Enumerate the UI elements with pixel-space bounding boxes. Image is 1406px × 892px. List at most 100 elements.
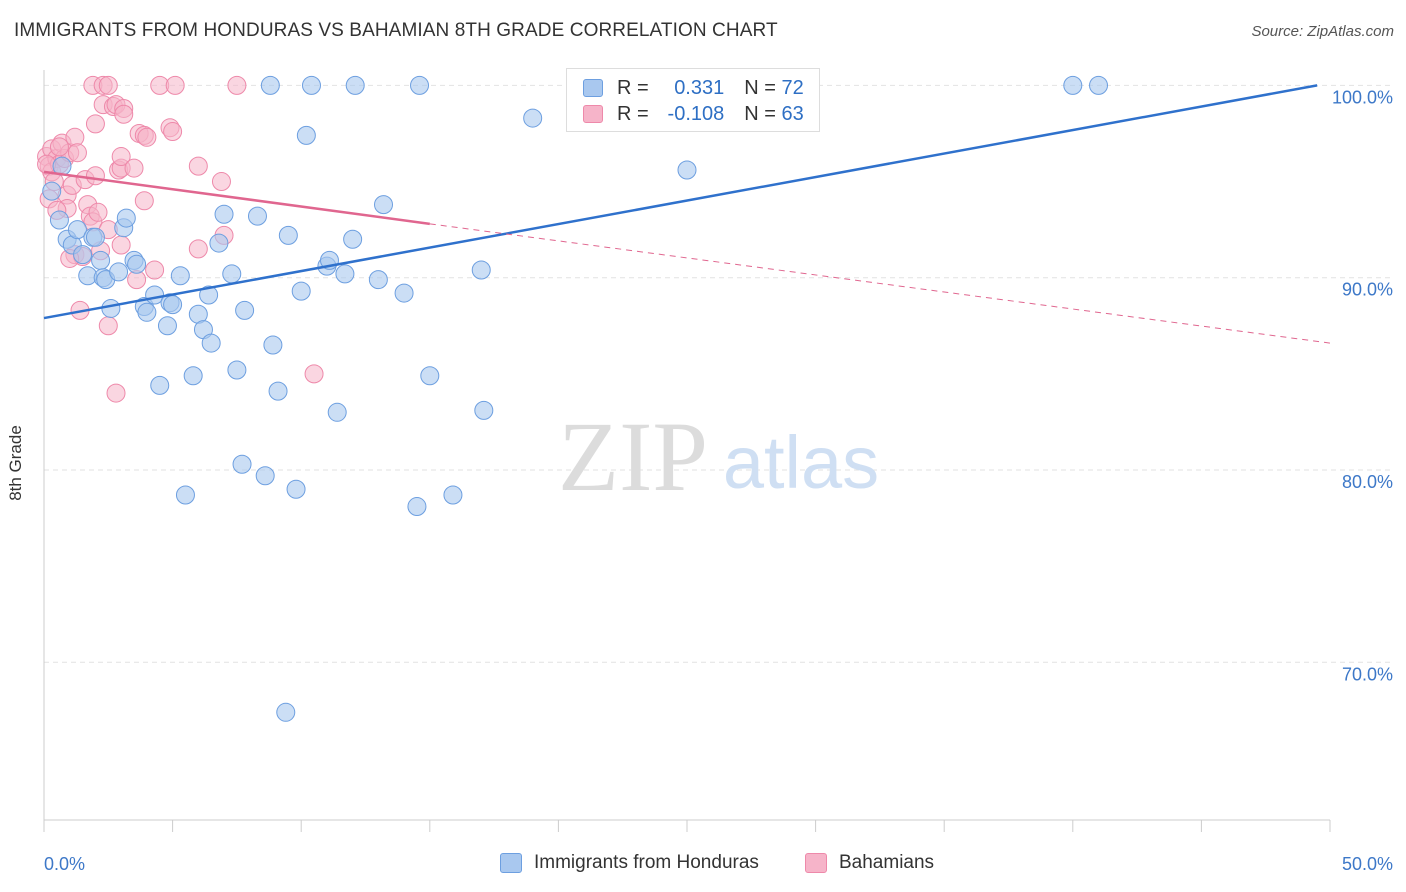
honduras-point bbox=[268, 381, 288, 401]
bahamians-point bbox=[106, 383, 126, 403]
legend-label-honduras: Immigrants from Honduras bbox=[534, 852, 759, 873]
honduras-point bbox=[42, 181, 62, 201]
honduras-point bbox=[1089, 75, 1109, 95]
trend-lines bbox=[43, 84, 1331, 344]
honduras-point bbox=[127, 254, 147, 274]
honduras-point bbox=[443, 485, 463, 505]
bahamians-point bbox=[111, 235, 131, 255]
bahamians-point bbox=[145, 260, 165, 280]
bahamians-point bbox=[111, 147, 131, 167]
bahamians-point bbox=[304, 364, 324, 384]
honduras-point bbox=[474, 400, 494, 420]
legend-swatch-pink bbox=[805, 853, 827, 873]
honduras-point bbox=[301, 75, 321, 95]
honduras-point bbox=[227, 360, 247, 380]
watermark: ZIP atlas bbox=[558, 401, 879, 512]
honduras-point bbox=[677, 160, 697, 180]
source-label: Source: ZipAtlas.com bbox=[1251, 23, 1394, 40]
honduras-point bbox=[345, 75, 365, 95]
n-label: N = bbox=[744, 103, 782, 125]
bahamians-point bbox=[88, 202, 108, 222]
honduras-point bbox=[247, 206, 267, 226]
honduras-point bbox=[137, 302, 157, 322]
honduras-point bbox=[109, 262, 129, 282]
honduras-point bbox=[201, 333, 221, 353]
honduras-point bbox=[67, 220, 87, 240]
honduras-point bbox=[394, 283, 414, 303]
bahamians-point bbox=[188, 239, 208, 259]
honduras-point bbox=[232, 454, 252, 474]
bahamians-trend-line bbox=[43, 170, 430, 226]
legend-swatch-blue bbox=[583, 79, 603, 97]
r-label: R = bbox=[617, 77, 655, 99]
bahamians-point bbox=[188, 156, 208, 176]
watermark-atlas: atlas bbox=[723, 421, 879, 504]
honduras-point bbox=[116, 208, 136, 228]
honduras-point bbox=[157, 316, 177, 336]
honduras-point bbox=[170, 266, 190, 286]
bahamians-point bbox=[163, 122, 183, 142]
honduras-point bbox=[199, 285, 219, 305]
r-value: 0.331 bbox=[674, 77, 725, 99]
legend-swatch-blue bbox=[500, 853, 522, 873]
honduras-point bbox=[101, 298, 121, 318]
honduras-point bbox=[255, 466, 275, 486]
n-label: N = bbox=[744, 77, 782, 99]
bahamians-point bbox=[211, 172, 231, 192]
honduras-point bbox=[368, 270, 388, 290]
honduras-point bbox=[523, 108, 543, 128]
honduras-point bbox=[85, 227, 105, 247]
honduras-point bbox=[222, 264, 242, 284]
y-axis-title: 8th Grade bbox=[6, 425, 25, 501]
n-value: 63 bbox=[781, 103, 804, 125]
honduras-point bbox=[209, 233, 229, 253]
y-tick-label: 70.0% bbox=[1342, 664, 1393, 684]
watermark-zip: ZIP bbox=[558, 401, 708, 512]
honduras-point bbox=[263, 335, 283, 355]
y-tick-label: 90.0% bbox=[1342, 280, 1393, 300]
honduras-point bbox=[214, 204, 234, 224]
honduras-point bbox=[296, 125, 316, 145]
honduras-point bbox=[73, 245, 93, 265]
honduras-point bbox=[276, 702, 296, 722]
honduras-point bbox=[260, 75, 280, 95]
honduras-point bbox=[327, 402, 347, 422]
r-label: R = bbox=[617, 103, 655, 125]
honduras-point bbox=[471, 260, 491, 280]
n-value: 72 bbox=[781, 77, 804, 99]
honduras-point bbox=[1063, 75, 1083, 95]
honduras-point bbox=[420, 366, 440, 386]
tick-labels: 70.0% 80.0% 90.0% 100.0% 0.0% 50.0% bbox=[44, 87, 1393, 874]
x-tick-label-max: 50.0% bbox=[1342, 854, 1393, 874]
honduras-point bbox=[343, 229, 363, 249]
bahamians-point bbox=[114, 104, 134, 124]
honduras-point bbox=[235, 300, 255, 320]
honduras-point bbox=[91, 250, 111, 270]
bahamians-point bbox=[137, 127, 157, 147]
bahamians-point bbox=[98, 75, 118, 95]
honduras-point bbox=[49, 210, 69, 230]
axes bbox=[43, 70, 1331, 832]
honduras-point bbox=[291, 281, 311, 301]
bahamians-point bbox=[49, 137, 69, 157]
honduras-point bbox=[183, 366, 203, 386]
legend-text-honduras: R = 0.331 N = 72 bbox=[617, 77, 804, 100]
legend-swatch-pink bbox=[583, 105, 603, 123]
gridlines bbox=[44, 84, 1394, 663]
bahamians-point bbox=[134, 191, 154, 211]
bahamians-point bbox=[124, 158, 144, 178]
honduras-point bbox=[407, 497, 427, 517]
y-tick-label: 100.0% bbox=[1332, 87, 1393, 107]
honduras-point bbox=[335, 264, 355, 284]
honduras-point bbox=[150, 375, 170, 395]
honduras-point bbox=[286, 479, 306, 499]
honduras-point bbox=[374, 195, 394, 215]
honduras-point bbox=[175, 485, 195, 505]
bahamians-trend-line-extension bbox=[429, 223, 1331, 344]
x-tick-label-min: 0.0% bbox=[44, 854, 85, 874]
honduras-point bbox=[163, 295, 183, 315]
r-value: -0.108 bbox=[667, 103, 725, 125]
honduras-point bbox=[410, 75, 430, 95]
honduras-point bbox=[278, 225, 298, 245]
